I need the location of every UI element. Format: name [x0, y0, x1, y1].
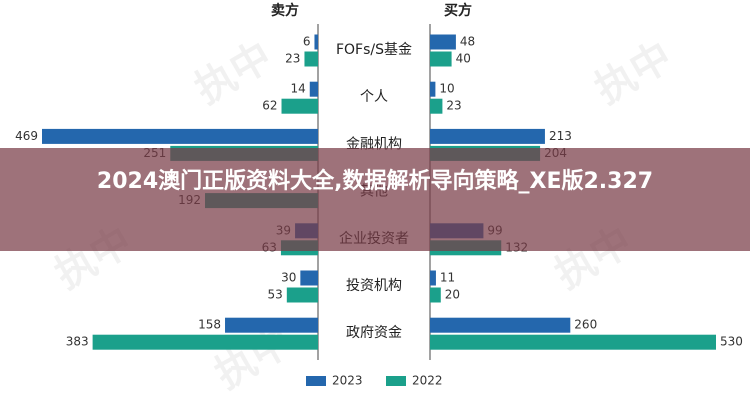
- value-label: 213: [549, 129, 572, 143]
- bar: [300, 270, 318, 286]
- value-label: 62: [262, 99, 277, 113]
- bar: [430, 34, 456, 50]
- legend-label: 2022: [412, 374, 443, 388]
- bar: [430, 287, 441, 303]
- right-title: 买方: [444, 2, 472, 19]
- value-label: 23: [446, 99, 461, 113]
- category-label: 政府资金: [346, 325, 402, 341]
- bar: [304, 51, 318, 67]
- category-label: 个人: [360, 89, 388, 105]
- value-label: 11: [440, 271, 455, 285]
- value-label: 260: [574, 318, 597, 332]
- value-label: 23: [285, 52, 300, 66]
- value-label: 14: [290, 82, 305, 96]
- legend-swatch: [386, 376, 406, 386]
- bar: [430, 128, 545, 144]
- value-label: 53: [268, 288, 283, 302]
- bar: [430, 317, 571, 333]
- bar: [92, 334, 319, 350]
- value-label: 40: [456, 52, 471, 66]
- category-label: 投资机构: [346, 278, 402, 294]
- value-label: 20: [445, 288, 460, 302]
- value-label: 530: [720, 335, 743, 349]
- bar: [430, 51, 452, 67]
- bar: [42, 128, 318, 144]
- bar: [281, 98, 318, 114]
- value-label: 383: [66, 335, 89, 349]
- banner-box: 2024澳门正版资料大全,数据解析导向策略_XE版2.327: [96, 169, 654, 194]
- left-title: 卖方: [271, 2, 299, 19]
- value-label: 158: [198, 318, 221, 332]
- bar: [430, 81, 436, 97]
- bar: [430, 270, 436, 286]
- legend-label: 2023: [332, 374, 363, 388]
- bar: [309, 81, 318, 97]
- value-label: 469: [15, 129, 38, 143]
- bar: [286, 287, 318, 303]
- bar: [430, 98, 443, 114]
- value-label: 10: [439, 82, 454, 96]
- value-label: 48: [460, 35, 475, 49]
- legend: 2023 2022: [306, 374, 443, 388]
- value-label: 6: [303, 35, 311, 49]
- bar: [314, 34, 318, 50]
- banner: [0, 148, 750, 251]
- banner-title: 2024澳门正版资料大全,数据解析导向策略_XE版2.327: [96, 169, 654, 194]
- watermark: 执中: [588, 33, 680, 113]
- bar: [225, 317, 318, 333]
- value-label: 30: [281, 271, 296, 285]
- bar: [430, 334, 716, 350]
- category-label: FOFs/S基金: [336, 41, 412, 58]
- legend-swatch: [306, 376, 326, 386]
